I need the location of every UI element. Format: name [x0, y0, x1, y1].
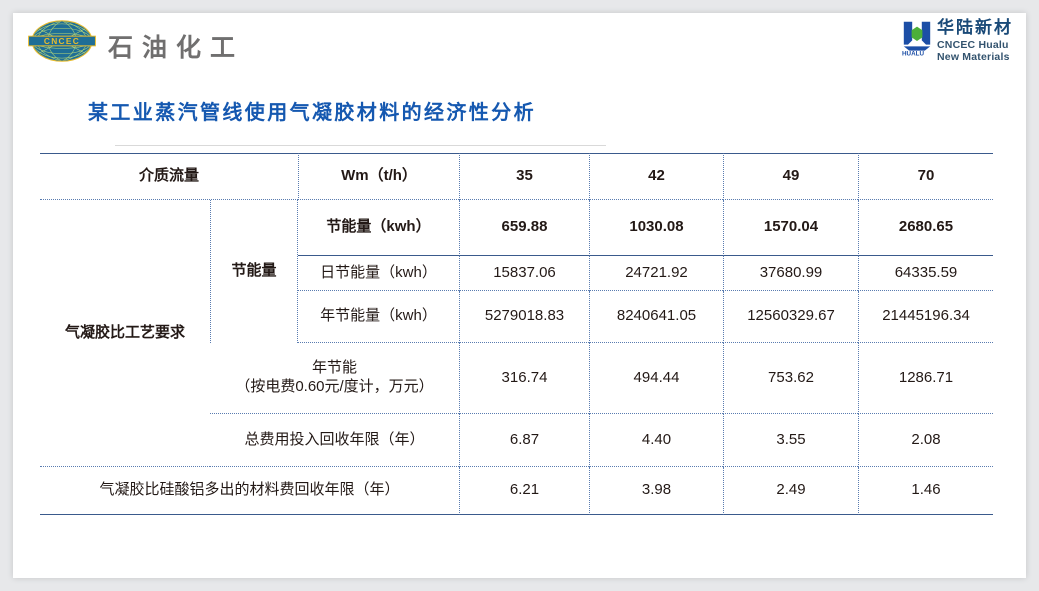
svg-text:CNCEC: CNCEC	[44, 36, 80, 46]
svg-text:HUALU: HUALU	[902, 50, 924, 56]
